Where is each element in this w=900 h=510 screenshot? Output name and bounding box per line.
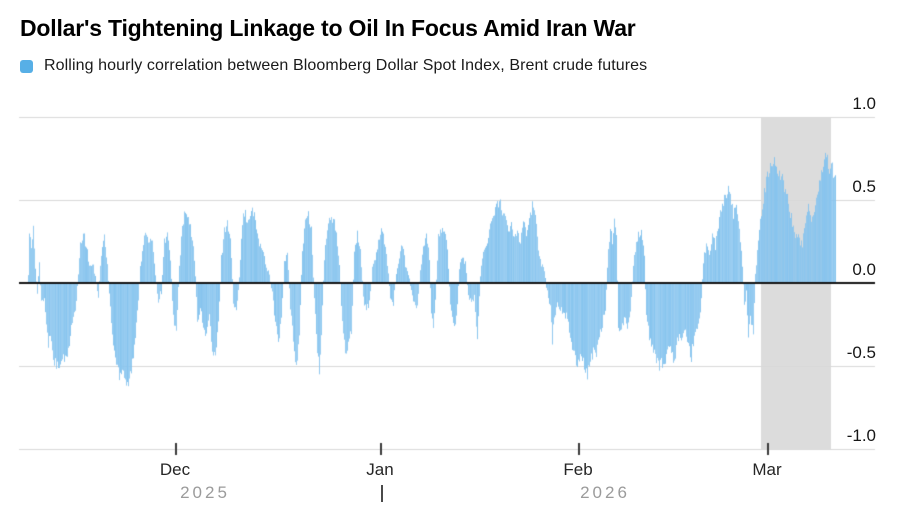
x-axis-label-mar: Mar	[752, 460, 782, 479]
year-label-2025: 2025	[180, 483, 230, 502]
year-label-2026: 2026	[580, 483, 630, 502]
y-axis-label: 0.0	[852, 260, 876, 279]
year-divider	[381, 485, 383, 502]
x-axis-label-feb: Feb	[563, 460, 593, 479]
x-axis-label-dec: Dec	[159, 460, 191, 479]
x-axis-label-jan: Jan	[366, 460, 394, 479]
y-axis-label: -1.0	[846, 426, 876, 445]
y-axis-label: 0.5	[852, 177, 876, 196]
y-axis-label: 1.0	[852, 94, 876, 113]
y-axis-label: -0.5	[846, 343, 876, 362]
